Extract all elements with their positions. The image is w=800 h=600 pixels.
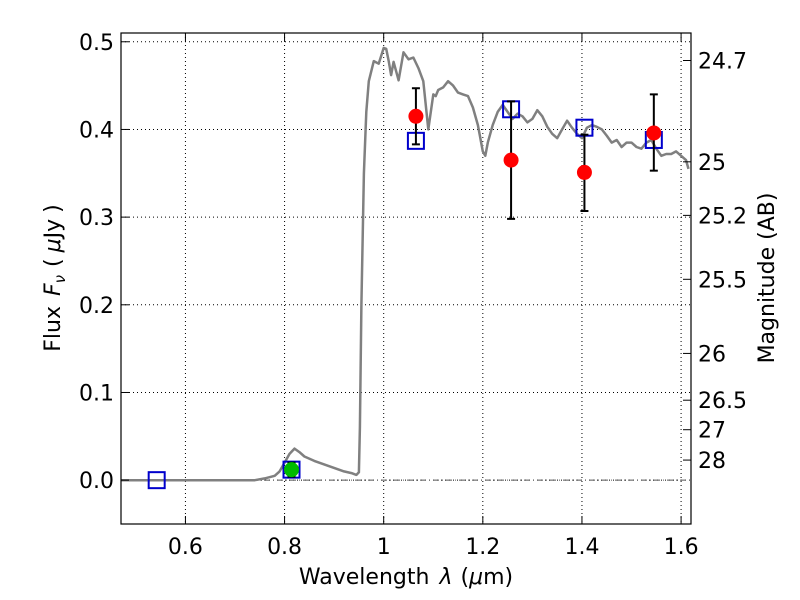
magnitude-tick-label: 25 bbox=[698, 151, 726, 176]
y-tick-label: 0.2 bbox=[79, 294, 114, 319]
magnitude-tick-label: 28 bbox=[698, 449, 726, 474]
magnitude-tick-label: 25.5 bbox=[698, 268, 747, 293]
observed-point bbox=[646, 125, 662, 141]
y-axis-ticks: 0.0 0.1 0.2 0.3 0.4 0.5 bbox=[79, 31, 129, 494]
magnitude-axis-label: Magnitude (AB) bbox=[755, 193, 780, 364]
observed-point bbox=[284, 462, 300, 478]
model-sed-line bbox=[121, 46, 690, 482]
x-tick-label: 1 bbox=[377, 535, 391, 560]
observed-point bbox=[576, 164, 592, 180]
grid-layer bbox=[121, 33, 691, 524]
plot-content bbox=[121, 46, 690, 490]
magnitude-tick-label: 26 bbox=[698, 342, 726, 367]
x-axis-label: Wavelength λ (μm) bbox=[299, 565, 513, 590]
x-tick-label: 0.8 bbox=[267, 535, 302, 560]
magnitude-tick-label: 24.7 bbox=[698, 50, 747, 75]
x-tick-label: 0.6 bbox=[168, 535, 203, 560]
x-axis-ticks: 0.6 0.8 1 1.2 1.4 1.6 bbox=[168, 33, 699, 560]
y-tick-label: 0.3 bbox=[79, 206, 114, 231]
y-tick-label: 0.4 bbox=[79, 118, 114, 143]
x-tick-label: 1.2 bbox=[465, 535, 500, 560]
magnitude-tick-label: 27 bbox=[698, 419, 726, 444]
magnitude-tick-label: 26.5 bbox=[698, 389, 747, 414]
x-tick-label: 1.6 bbox=[664, 535, 699, 560]
y-axis-label: FluxFν(μJy) bbox=[41, 204, 69, 351]
y-tick-label: 0.1 bbox=[79, 381, 114, 406]
y-tick-label: 0.5 bbox=[79, 31, 114, 56]
magnitude-axis-ticks: 24.7 25 25.2 25.5 26 26.5 27 28 bbox=[683, 50, 747, 474]
observed-points bbox=[284, 87, 662, 478]
magnitude-tick-label: 25.2 bbox=[698, 204, 747, 229]
observed-point bbox=[408, 108, 424, 124]
x-tick-label: 1.4 bbox=[564, 535, 599, 560]
plot-frame bbox=[120, 32, 692, 525]
y-tick-label: 0.0 bbox=[79, 469, 114, 494]
model-photometry-square bbox=[147, 471, 166, 490]
observed-point bbox=[503, 152, 519, 168]
